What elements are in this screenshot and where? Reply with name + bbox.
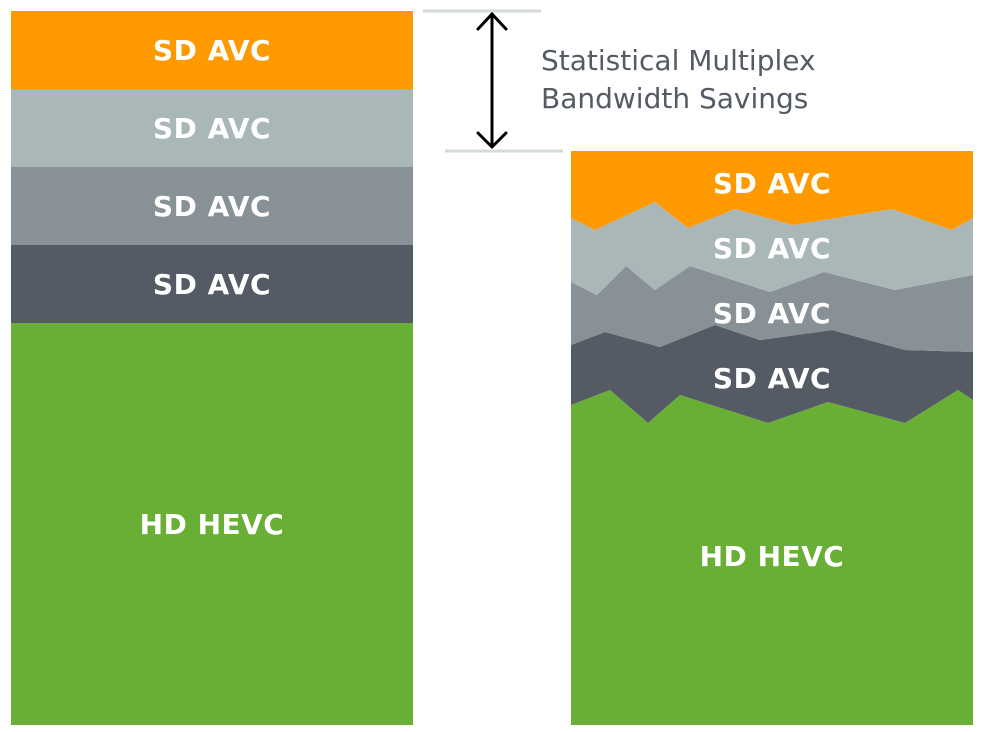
- fixed-layer-hd-hevc: HD HEVC: [11, 323, 413, 725]
- statmux-layer-sd-avc-1: [571, 151, 973, 230]
- statmux-layer-sd-avc-4: [571, 325, 973, 423]
- savings-label: Statistical Multiplex Bandwidth Savings: [541, 42, 816, 118]
- statmux-label-sd-avc-1: SD AVC: [713, 167, 831, 200]
- statmux-label-sd-avc-3: SD AVC: [713, 297, 831, 330]
- statmux-layer-sd-avc-3: [571, 266, 973, 352]
- statmux-label-hd-hevc: HD HEVC: [700, 540, 845, 573]
- double-arrow-icon: [476, 12, 508, 149]
- fixed-layer-sd-avc-4: SD AVC: [11, 245, 413, 323]
- statmux-layer-sd-avc-2: [571, 202, 973, 295]
- fixed-layer-sd-avc-3: SD AVC: [11, 167, 413, 245]
- fixed-layer-sd-avc-1: SD AVC: [11, 11, 413, 89]
- savings-label-line-1: Statistical Multiplex: [541, 44, 816, 77]
- statmux-layer-hd-hevc: [571, 390, 973, 725]
- statmux-label-sd-avc-4: SD AVC: [713, 362, 831, 395]
- fixed-layer-sd-avc-2: SD AVC: [11, 89, 413, 167]
- fixed-rate-stack: SD AVC SD AVC SD AVC SD AVC HD HEVC: [11, 11, 413, 725]
- savings-label-line-2: Bandwidth Savings: [541, 82, 809, 115]
- statmux-label-sd-avc-2: SD AVC: [713, 232, 831, 265]
